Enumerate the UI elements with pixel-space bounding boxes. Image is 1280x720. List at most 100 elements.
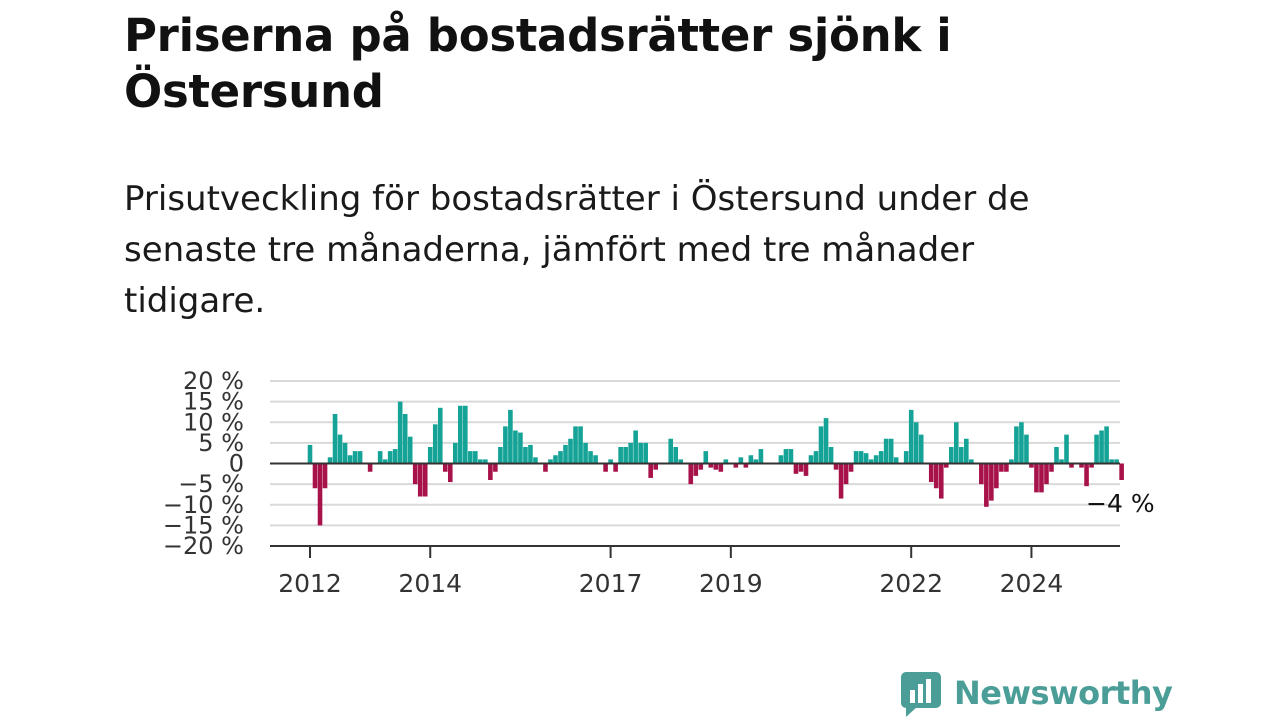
bar	[818, 426, 824, 464]
bar	[913, 422, 919, 464]
x-tick-label: 2019	[699, 569, 763, 598]
bar	[422, 463, 428, 497]
bar	[633, 430, 638, 464]
bar	[753, 459, 759, 464]
bar	[1089, 463, 1094, 468]
bar	[432, 424, 438, 464]
bar	[793, 463, 799, 474]
bar	[583, 442, 588, 464]
bar	[653, 463, 658, 470]
bar	[838, 463, 844, 499]
bar	[402, 414, 408, 464]
bar	[918, 434, 924, 464]
bar	[703, 451, 709, 464]
bar	[463, 405, 468, 464]
bar	[503, 426, 508, 464]
bar	[483, 459, 488, 464]
newsworthy-logo: Newsworthy	[900, 668, 1173, 718]
bar	[407, 436, 413, 464]
bar	[533, 457, 538, 464]
bar	[643, 442, 648, 464]
bar	[473, 451, 478, 464]
bar	[357, 451, 363, 464]
bar	[673, 447, 679, 464]
bar	[648, 463, 653, 478]
bar	[488, 463, 493, 480]
bar	[969, 459, 974, 464]
bar	[568, 438, 573, 464]
x-axis-ticks: 2012 2014 2017 2019 2022 2024	[278, 546, 1063, 598]
y-tick-label: −10 %	[163, 491, 244, 519]
bar	[718, 463, 724, 472]
chart-subtitle: Prisutveckling för bostadsrätter i Öster…	[124, 179, 1030, 321]
bar	[878, 451, 884, 464]
bar	[548, 459, 553, 464]
bar	[788, 449, 794, 464]
bar	[452, 442, 458, 464]
bar	[984, 463, 989, 507]
bar	[638, 442, 643, 464]
bar	[964, 438, 969, 464]
bar	[1069, 463, 1074, 468]
bar	[908, 409, 914, 464]
x-tick-label: 2012	[278, 569, 342, 598]
bar	[578, 426, 583, 464]
bar	[382, 459, 388, 464]
bar	[1084, 463, 1089, 487]
bar	[1014, 426, 1019, 464]
bar	[678, 459, 684, 464]
bar	[823, 418, 829, 464]
bar	[628, 442, 633, 464]
bar	[938, 463, 944, 499]
bar	[798, 463, 804, 472]
bar	[417, 463, 423, 497]
bar	[613, 463, 618, 472]
bar	[593, 455, 598, 464]
bar	[1119, 463, 1124, 480]
bar	[713, 463, 719, 470]
bar	[843, 463, 849, 485]
bar	[397, 401, 403, 464]
bar	[853, 451, 859, 464]
bar	[518, 432, 523, 464]
bar	[693, 463, 699, 476]
last-value-label: −4 %	[1086, 489, 1155, 518]
bar	[1079, 463, 1084, 468]
bar	[513, 430, 518, 464]
y-tick-label: 15 %	[183, 388, 244, 416]
newsworthy-wordmark: Newsworthy	[954, 674, 1173, 712]
bar	[778, 455, 784, 464]
bar	[342, 442, 348, 464]
bar	[588, 451, 593, 464]
bar	[493, 463, 498, 472]
x-tick-label: 2024	[1000, 569, 1064, 598]
bar	[618, 447, 623, 464]
bar	[883, 438, 889, 464]
bar	[1024, 434, 1029, 464]
bar	[478, 459, 483, 464]
bar	[989, 463, 994, 501]
bar	[748, 455, 754, 464]
y-tick-label: 20 %	[183, 367, 244, 395]
bar	[803, 463, 809, 476]
bar	[723, 459, 729, 464]
bar	[733, 463, 739, 468]
y-tick-label: 0	[229, 450, 244, 478]
bar	[948, 447, 954, 464]
bar	[553, 455, 558, 464]
bar	[337, 434, 343, 464]
bar	[523, 447, 528, 464]
bar	[813, 451, 819, 464]
bar	[543, 463, 548, 472]
bar	[758, 449, 764, 464]
bar	[317, 463, 323, 526]
gridlines	[270, 380, 1120, 527]
bar	[1044, 463, 1049, 485]
bar	[808, 455, 814, 464]
bar	[447, 463, 453, 483]
bar	[307, 444, 313, 464]
bar	[863, 453, 869, 464]
bar	[352, 451, 358, 464]
bar	[698, 463, 704, 470]
